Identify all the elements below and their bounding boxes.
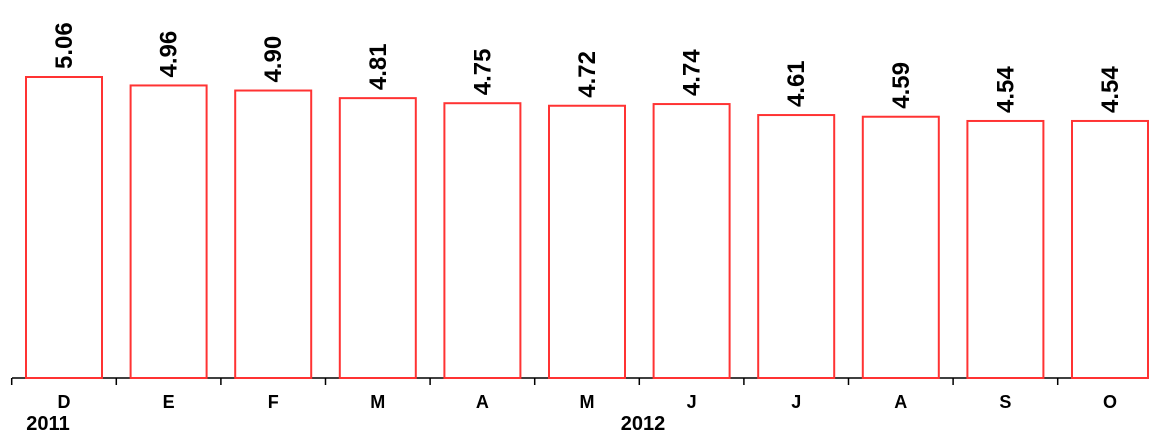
bar bbox=[652, 103, 731, 379]
x-tick-label: D bbox=[58, 392, 71, 412]
bar bbox=[757, 114, 836, 379]
bar bbox=[338, 97, 417, 380]
x-tick-label: O bbox=[1103, 392, 1117, 412]
data-label: 4.96 bbox=[156, 31, 183, 78]
year-label: 2012 bbox=[621, 413, 666, 432]
x-tick-label: J bbox=[687, 392, 697, 412]
data-label: 4.90 bbox=[260, 36, 287, 83]
year-label: 2011 bbox=[26, 413, 69, 432]
data-label: 4.61 bbox=[783, 60, 810, 107]
x-tick-label: F bbox=[268, 392, 279, 412]
x-tick-label: E bbox=[163, 392, 175, 412]
data-label: 4.74 bbox=[679, 49, 706, 96]
data-label: 5.06 bbox=[51, 22, 78, 69]
x-tick-label: A bbox=[476, 392, 489, 412]
data-label: 4.54 bbox=[1097, 66, 1124, 113]
x-tick-label: M bbox=[580, 392, 595, 412]
x-tick-label: M bbox=[370, 392, 385, 412]
bars-group bbox=[25, 76, 1149, 380]
data-label: 4.81 bbox=[365, 43, 392, 90]
value-labels-group: 5.06 4.96 4.90 4.81 4.75 4.72 4.74 4.61 4.59 4.54… bbox=[51, 22, 1124, 113]
bar bbox=[861, 115, 940, 379]
bar bbox=[443, 102, 522, 380]
data-label: 4.54 bbox=[992, 66, 1019, 113]
x-tick-label: S bbox=[999, 392, 1011, 412]
bar bbox=[25, 76, 103, 379]
bar bbox=[234, 89, 313, 380]
year-labels-group: 2011 2012 bbox=[26, 413, 665, 432]
data-label: 4.72 bbox=[574, 51, 601, 98]
bar bbox=[129, 84, 208, 380]
x-tick-label: A bbox=[894, 392, 907, 412]
x-tick-label: J bbox=[791, 392, 801, 412]
data-label: 4.75 bbox=[469, 48, 496, 95]
bar bbox=[1071, 119, 1149, 380]
x-ticks-group bbox=[10, 378, 1059, 385]
bar bbox=[966, 119, 1045, 380]
bar bbox=[548, 104, 626, 379]
data-label: 4.59 bbox=[888, 62, 915, 109]
